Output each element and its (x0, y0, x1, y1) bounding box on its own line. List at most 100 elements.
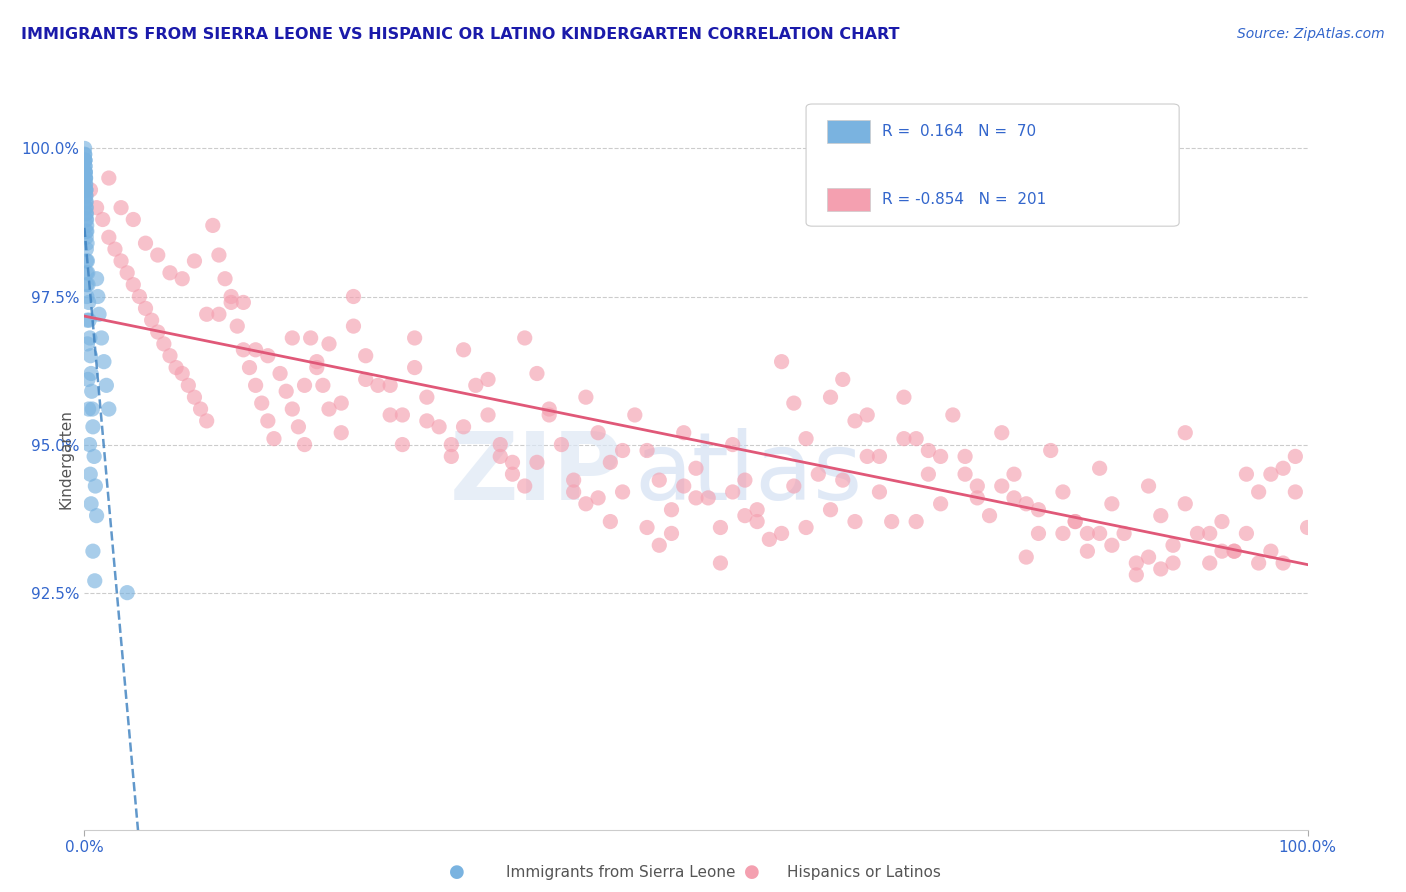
Point (135, 236, 157, 251)
Point (831, 473, 853, 487)
Point (76, 277, 98, 292)
Point (232, 295, 254, 310)
Point (201, 219, 224, 233)
Text: Hispanics or Latinos: Hispanics or Latinos (787, 865, 941, 880)
Point (82, 402, 104, 417)
Point (76, 224, 98, 238)
Point (75, 224, 97, 238)
Point (77, 402, 100, 417)
Point (929, 450, 952, 464)
Point (73, 159, 96, 173)
Point (538, 402, 561, 417)
Point (820, 502, 842, 516)
Point (141, 313, 163, 327)
Point (1052, 485, 1074, 500)
Point (1174, 497, 1197, 511)
Point (1114, 526, 1136, 541)
Point (159, 349, 181, 363)
Point (82, 419, 104, 434)
Point (75, 171, 97, 186)
Point (76, 313, 98, 327)
Point (128, 289, 150, 303)
Point (1223, 544, 1246, 558)
Point (75, 212, 97, 227)
Point (87, 289, 110, 303)
Point (1284, 450, 1306, 464)
Point (76, 266, 98, 280)
Point (1260, 544, 1282, 558)
Point (79, 349, 101, 363)
Point (75, 206, 97, 220)
Point (330, 425, 353, 440)
Point (195, 307, 218, 321)
Point (177, 378, 200, 392)
Point (153, 337, 176, 351)
Point (1028, 502, 1050, 516)
Point (502, 455, 524, 469)
Point (276, 384, 298, 399)
Point (299, 331, 322, 345)
Point (75, 206, 97, 220)
Point (636, 443, 658, 458)
Point (305, 360, 328, 375)
Point (208, 307, 231, 321)
Point (612, 485, 634, 500)
Point (672, 425, 695, 440)
Point (1137, 550, 1160, 565)
Point (1137, 479, 1160, 493)
Bar (827, 187, 870, 211)
Point (354, 372, 377, 386)
Point (305, 354, 328, 368)
Point (1161, 538, 1184, 552)
Point (80, 384, 103, 399)
Point (685, 491, 707, 505)
Text: R = -0.854   N =  201: R = -0.854 N = 201 (882, 192, 1046, 207)
Point (269, 367, 291, 381)
Point (80, 367, 103, 381)
Text: Immigrants from Sierra Leone: Immigrants from Sierra Leone (506, 865, 735, 880)
Point (453, 343, 475, 357)
Point (856, 450, 879, 464)
Point (538, 408, 561, 422)
Point (73, 141, 96, 155)
Text: IMMIGRANTS FROM SIERRA LEONE VS HISPANIC OR LATINO KINDERGARTEN CORRELATION CHAR: IMMIGRANTS FROM SIERRA LEONE VS HISPANIC… (21, 27, 900, 42)
Point (76, 212, 98, 227)
Point (905, 515, 928, 529)
Point (794, 432, 817, 446)
Point (1272, 556, 1295, 570)
Point (91, 212, 114, 227)
Text: Source: ZipAtlas.com: Source: ZipAtlas.com (1237, 27, 1385, 41)
Point (76, 289, 98, 303)
Point (354, 349, 377, 363)
Point (165, 360, 187, 375)
Point (245, 343, 267, 357)
Point (75, 242, 97, 256)
Point (672, 479, 695, 493)
Point (97, 230, 120, 244)
Point (416, 390, 439, 404)
Point (76, 254, 98, 268)
Point (75, 177, 97, 191)
Point (380, 408, 402, 422)
Point (190, 402, 212, 417)
Point (75, 183, 97, 197)
Point (1064, 515, 1087, 529)
Point (219, 295, 242, 310)
Point (76, 236, 98, 251)
Point (318, 402, 340, 417)
Point (905, 432, 928, 446)
Point (86, 508, 108, 523)
Point (93, 354, 115, 368)
Point (1002, 467, 1025, 482)
Point (1039, 443, 1062, 458)
Point (1198, 526, 1220, 541)
Point (513, 479, 536, 493)
Text: ZIP: ZIP (450, 428, 623, 520)
Point (159, 266, 181, 280)
Point (1260, 467, 1282, 482)
Point (1088, 461, 1111, 475)
Point (195, 414, 218, 428)
Point (281, 331, 304, 345)
Point (73, 153, 96, 168)
Point (73, 165, 96, 179)
